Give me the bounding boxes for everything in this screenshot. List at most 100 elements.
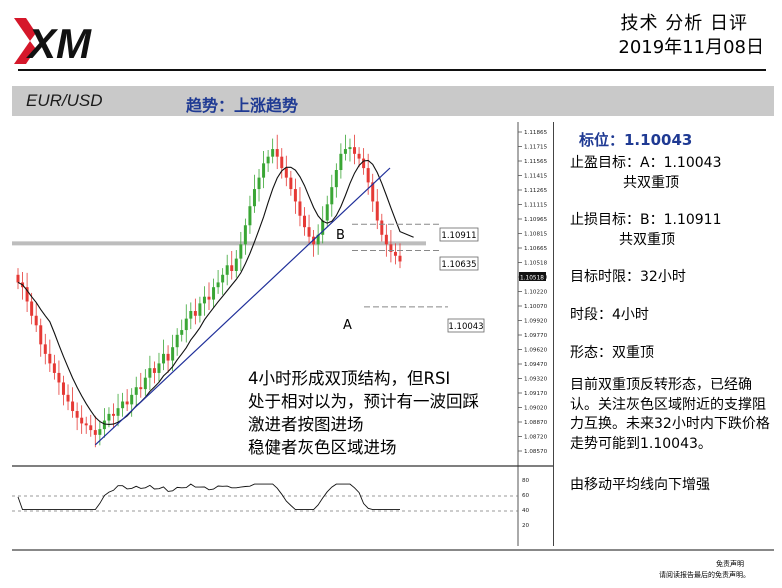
candle-body — [189, 311, 193, 319]
candle-body — [166, 353, 170, 361]
label-b: B — [336, 228, 345, 243]
candle-body — [289, 177, 293, 190]
panel-separator — [553, 122, 554, 546]
y-tick-label: 1.09470 — [524, 362, 548, 368]
candle-body — [125, 401, 129, 405]
candle-body — [348, 147, 352, 150]
level-b-box — [439, 227, 479, 242]
svg-text:XM: XM — [26, 20, 92, 64]
candle-body — [57, 372, 61, 383]
report-title: 技术 分析 日评 — [620, 13, 748, 34]
candle-body — [112, 413, 115, 416]
take-profit-sub: 共双重顶 — [623, 175, 679, 191]
candle-body — [152, 368, 156, 373]
title-band — [12, 86, 774, 116]
candle-body — [121, 401, 125, 409]
disclaimer-title: 免责声明 — [716, 560, 744, 568]
candle-body — [252, 189, 256, 207]
y-tick-label: 1.08570 — [524, 449, 548, 455]
candle-body — [80, 417, 84, 424]
candle-body — [39, 325, 43, 345]
stop-loss-label: 止损目标：B：1.10911 — [570, 212, 722, 228]
candle-body — [171, 347, 175, 361]
y-tick-label: 1.11115 — [524, 203, 548, 209]
time-target: 目标时限：32小时 — [570, 269, 686, 285]
y-tick-label: 1.11415 — [524, 174, 548, 180]
rsi-tick-label: 80 — [522, 478, 530, 484]
candle-body — [339, 153, 343, 171]
target-title: 标位：1.10043 — [579, 131, 693, 149]
candle-body — [98, 429, 102, 435]
y-tick-label: 1.09770 — [524, 333, 548, 339]
y-tick-label: 1.09170 — [524, 391, 548, 397]
period: 时段：4小时 — [570, 307, 649, 323]
candle-body — [389, 244, 393, 252]
candle-body — [384, 234, 388, 245]
candle-body — [116, 408, 120, 416]
level-b-value: 1.10911 — [441, 231, 476, 241]
candle-body — [61, 382, 65, 395]
y-tick-label: 1.11715 — [524, 145, 548, 151]
rsi-line — [17, 483, 400, 511]
candle-body — [330, 187, 334, 205]
rsi-tick-label: 40 — [522, 508, 530, 514]
candle-body — [248, 206, 252, 226]
rsi-tick-label: 20 — [522, 523, 530, 529]
candle-body — [271, 149, 275, 157]
candle-body — [307, 227, 311, 237]
candle-body — [162, 353, 166, 364]
y-tick-label: 1.08720 — [524, 435, 548, 441]
current-price-marker — [519, 272, 546, 281]
candle-body — [257, 177, 261, 190]
moving-average-line — [17, 159, 414, 425]
candle-body — [343, 149, 347, 154]
candle-body — [298, 201, 302, 216]
candle-body — [66, 394, 70, 402]
candle-body — [34, 315, 38, 326]
currency-pair: EUR/USD — [26, 91, 103, 110]
candle-body — [43, 344, 47, 354]
candle-body — [243, 225, 247, 245]
candle-body — [71, 401, 75, 412]
y-tick-label: 1.09320 — [524, 377, 548, 383]
candle-body — [275, 149, 279, 157]
candle-body — [48, 353, 52, 364]
level-mid-value: 1.10635 — [441, 260, 476, 270]
candle-body — [16, 274, 20, 283]
candle-body — [134, 387, 138, 395]
pattern: 形态：双重顶 — [570, 345, 654, 361]
candle-body — [30, 301, 34, 316]
y-tick-label: 1.11865 — [524, 130, 548, 136]
candle-body — [393, 251, 397, 256]
candle-body — [362, 158, 366, 169]
note-line-1: 4小时形成双顶结构，但RSI — [248, 369, 450, 388]
candle-body — [216, 282, 220, 288]
header-rule — [18, 69, 766, 71]
candle-body — [202, 296, 206, 304]
y-tick-label: 1.10518 — [524, 261, 548, 267]
y-tick-label: 1.11265 — [524, 188, 548, 194]
candle-body — [175, 334, 179, 348]
stop-loss-sub: 共双重顶 — [619, 232, 675, 248]
level-a-value: 1.10043 — [448, 322, 483, 332]
y-tick-label: 1.10070 — [524, 304, 548, 310]
candle-body — [107, 413, 111, 421]
candle-body — [148, 368, 152, 378]
candle-body — [266, 156, 270, 164]
candle-body — [293, 189, 297, 202]
gray-zone — [12, 241, 426, 246]
candle-body — [239, 244, 243, 259]
y-tick-label: 1.10665 — [524, 246, 548, 252]
candle-body — [375, 201, 379, 221]
candle-body — [52, 363, 56, 373]
disclaimer-text: 请阅读报告最后的免责声明。 — [659, 571, 750, 579]
candle-body — [353, 147, 357, 154]
y-tick-label: 1.11565 — [524, 159, 548, 165]
footer-rule — [12, 549, 774, 551]
candle-body — [89, 425, 93, 431]
price-chart: 1.11865 1.11715 1.11565 1.11415 1.11265 1.111… — [12, 122, 554, 546]
candle-body — [262, 163, 266, 178]
y-tick-label: 1.09620 — [524, 348, 548, 354]
take-profit-label: 止盈目标：A：1.10043 — [570, 155, 722, 171]
candle-body — [102, 420, 106, 430]
